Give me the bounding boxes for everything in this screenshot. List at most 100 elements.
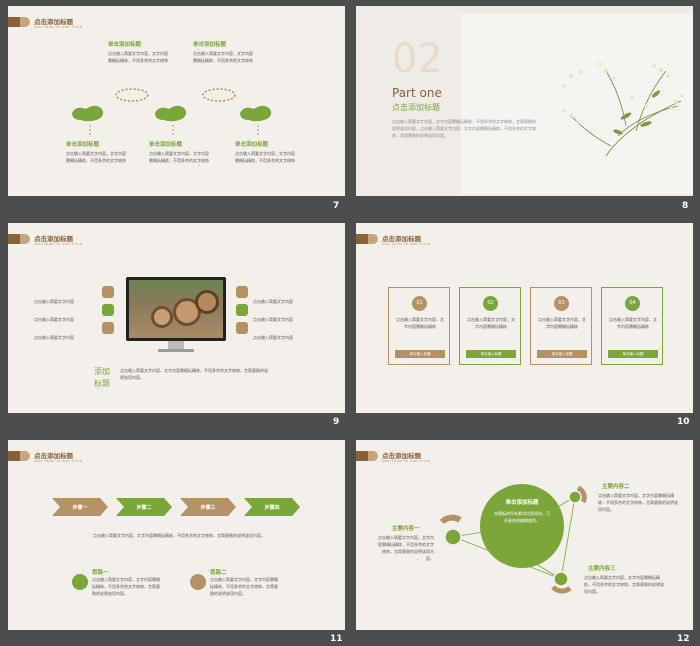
photo-panel	[461, 14, 693, 194]
stats-icon	[236, 286, 248, 298]
header-tab-accent	[368, 451, 378, 461]
node-left	[444, 528, 462, 546]
card-text: 点击输入简要文字内容，文字内容需概括精炼	[396, 317, 444, 329]
center-text: 本模板的所有素材均是原创，可任意修改编辑使用。	[494, 511, 550, 523]
s9-title-line2: 标题	[94, 379, 110, 388]
slide-12[interactable]: 点击添加标题 ADD YOUR TO ADD TITLE 单击添加标题 本模板的…	[356, 440, 693, 630]
card-button[interactable]: 单击输入标题	[395, 350, 445, 358]
header-tab	[8, 234, 28, 244]
card-text: 点击输入简要文字内容，文字内容需概括精炼	[467, 317, 515, 329]
green-foot-3	[240, 105, 272, 122]
s11-item-2-title: 思路二	[210, 570, 227, 576]
section-number: 02	[392, 36, 443, 82]
green-foot-2	[155, 105, 187, 122]
section-title: 点击添加标题	[392, 103, 440, 112]
s11-desc: 点击输入简要文字内容，文字内容需概括精炼，不用多余的文字修饰，言简意赅的说明该项…	[93, 533, 265, 538]
gear-icon	[72, 574, 88, 590]
dotted-oval-right	[202, 88, 236, 102]
card-button[interactable]: 单击输入标题	[466, 350, 516, 358]
ring-bottom	[551, 585, 572, 594]
center-circle	[480, 484, 564, 568]
header-title: 点击添加标题	[34, 18, 73, 26]
header-title: 点击添加标题	[34, 452, 73, 460]
node-bottom	[553, 571, 569, 587]
link-triangle-2	[560, 496, 576, 580]
link-icon	[102, 304, 114, 316]
s9-right-item-3: 点击输入简要文字内容	[253, 335, 293, 340]
s12-item-1-title: 主要内容一	[392, 526, 420, 532]
step-arrow-3	[180, 498, 236, 516]
step-arrows	[52, 498, 300, 516]
node-top	[568, 490, 582, 504]
card-button[interactable]: 单击输入标题	[537, 350, 587, 358]
image-icon	[102, 322, 114, 334]
card-02[interactable]: 02 点击输入简要文字内容，文字内容需概括精炼 单击输入标题	[459, 287, 521, 365]
slide-10[interactable]: 点击添加标题 ADD YOUR TO ADD TITLE 01 点击输入简要文字…	[356, 223, 693, 413]
header-title: 点击添加标题	[382, 235, 421, 243]
section-text: 点击输入简要文字内容，文字内容需概括精炼，不用多余的文字修饰，言简意赅的说明该项…	[392, 119, 536, 138]
gamepad-icon	[190, 574, 206, 590]
slide-9[interactable]: 点击添加标题 ADD YOUR TO ADD TITLE 点击输入简要文字内容 …	[8, 223, 345, 413]
slide-number-11: 11	[330, 634, 343, 644]
log-2	[195, 290, 219, 314]
header-tab-accent	[20, 17, 30, 27]
slide-number-8: 8	[682, 201, 689, 211]
part-label: Part one	[392, 86, 442, 100]
header-tab	[8, 451, 28, 461]
s11-item-2-text: 点击输入简要文字内容，文字内容需概括精炼，不用多余的文字修饰，言简意赅的说明该项…	[210, 577, 278, 596]
s9-text: 点击输入简要文字内容，文字内容需概括精炼，不用多余的文字修饰，言简意赅的说明该项…	[120, 368, 268, 380]
s11-item-1-text: 点击输入简要文字内容，文字内容需概括精炼，不用多余的文字修饰，言简意赅的说明该项…	[92, 577, 160, 596]
header-tab-accent	[368, 234, 378, 244]
header-subtitle: ADD YOUR TO ADD TITLE	[34, 242, 83, 246]
header-tab	[8, 17, 28, 27]
slide-number-10: 10	[677, 417, 690, 427]
card-03[interactable]: 03 点击输入简要文字内容，文字内容需概括精炼 单击输入标题	[530, 287, 592, 365]
s12-item-1-text: 点击输入简要文字内容，文字内容需概括精炼，不用多余的文字修饰，言简意赅的说明该项…	[378, 535, 434, 561]
monitor-screen-logs-image	[129, 280, 223, 338]
slide-7[interactable]: 点击添加标题 ADD YOUR TO ADD TITLE 单击添加标题 点击输入…	[8, 6, 345, 196]
header-tab-accent	[20, 234, 30, 244]
card-text: 点击输入简要文字内容，文字内容需概括精炼	[609, 317, 657, 329]
ring-left	[439, 514, 462, 525]
hub-diagram	[439, 484, 587, 594]
step-label-4: 步骤四	[264, 505, 280, 511]
card-number-badge: 01	[412, 296, 427, 311]
monitor-frame	[126, 277, 226, 341]
s7-item-top-right: 单击添加标题 点击输入简要文字内容，文字内容需概括精炼，不用多余的文字修饰	[193, 42, 253, 63]
card-text: 点击输入简要文字内容，文字内容需概括精炼	[538, 317, 586, 329]
card-button[interactable]: 单击输入标题	[608, 350, 658, 358]
header-subtitle: ADD YOUR TO ADD TITLE	[34, 459, 83, 463]
monitor-stand	[168, 341, 184, 350]
header-subtitle: ADD YOUR TO ADD TITLE	[382, 242, 431, 246]
ring-top	[576, 485, 587, 504]
s9-left-item-1: 点击输入简要文字内容	[34, 299, 74, 304]
header-title: 点击添加标题	[34, 235, 73, 243]
header-tab	[356, 234, 376, 244]
step-label-1: 步骤一	[72, 505, 88, 511]
s9-left-item-2: 点击输入简要文字内容	[34, 317, 74, 322]
step-arrow-1	[52, 498, 108, 516]
card-number-badge: 04	[625, 296, 640, 311]
s9-right-item-2: 点击输入简要文字内容	[253, 317, 293, 322]
card-04[interactable]: 04 点击输入简要文字内容，文字内容需概括精炼 单击输入标题	[601, 287, 663, 365]
slide-number-12: 12	[677, 634, 690, 644]
mail-icon	[102, 286, 114, 298]
s11-item-1-title: 思路一	[92, 570, 109, 576]
card-01[interactable]: 01 点击输入简要文字内容，文字内容需概括精炼 单击输入标题	[388, 287, 450, 365]
header-subtitle: ADD YOUR TO ADD TITLE	[34, 25, 83, 29]
monitor-base	[158, 349, 194, 352]
s12-item-3-text: 点击输入简要文字内容，文字内容需概括精炼，不用多余的文字修饰，言简意赅的说明该项…	[584, 575, 664, 594]
log-3	[151, 306, 173, 328]
step-label-3: 步骤三	[200, 505, 216, 511]
card-number-badge: 03	[554, 296, 569, 311]
center-title: 单击添加标题	[505, 500, 539, 506]
slide-8[interactable]: 02 Part one 点击添加标题 点击输入简要文字内容，文字内容需概括精炼，…	[356, 6, 693, 196]
slide-11[interactable]: 点击添加标题 ADD YOUR TO ADD TITLE 步骤一 步骤二 步骤三…	[8, 440, 345, 630]
s7-item-bottom-3: 单击添加标题 点击输入简要文字内容，文字内容需概括精炼，不用多余的文字修饰	[235, 142, 295, 163]
slide-number-9: 9	[333, 417, 340, 427]
s12-item-2-title: 主要内容二	[602, 484, 630, 490]
flower-branch-image	[562, 62, 684, 157]
header-subtitle: ADD YOUR TO ADD TITLE	[382, 459, 431, 463]
s7-item-bottom-2: 单击添加标题 点击输入简要文字内容，文字内容需概括精炼，不用多余的文字修饰	[149, 142, 209, 163]
header-title: 点击添加标题	[382, 452, 421, 460]
